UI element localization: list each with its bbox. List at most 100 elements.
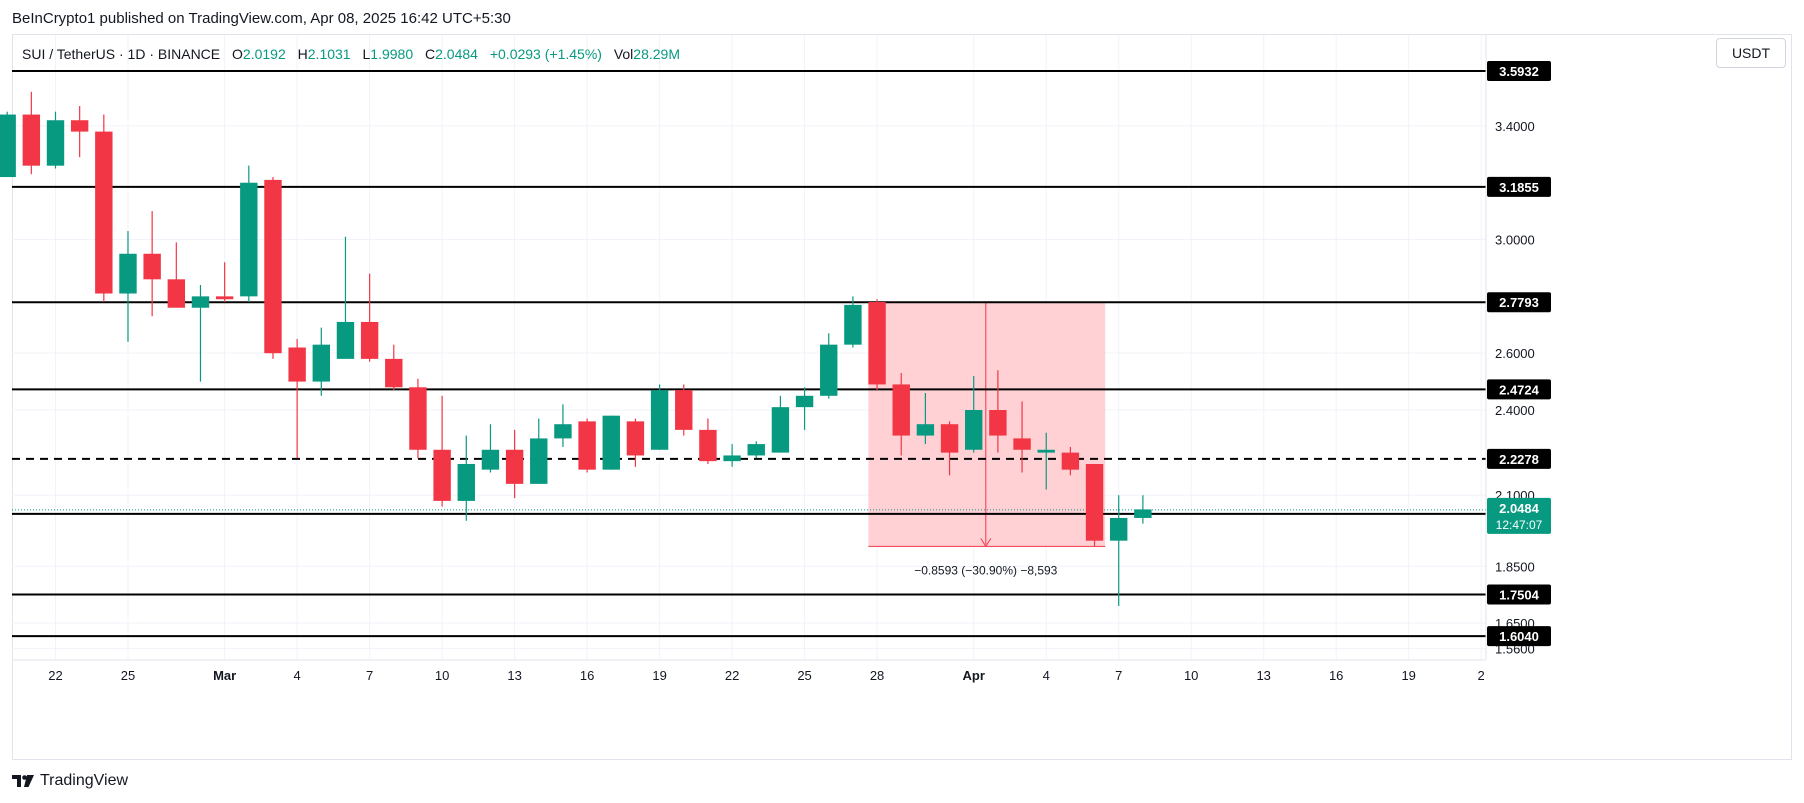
candle-body xyxy=(1037,449,1055,453)
countdown-label: 12:47:07 xyxy=(1496,518,1543,532)
level-label-box xyxy=(1487,379,1551,400)
measure-label: −0.8593 (−30.90%) −8,593 xyxy=(914,563,1057,577)
y-tick-label: 3.0000 xyxy=(1495,233,1535,248)
candle-body xyxy=(481,449,500,470)
candle-body xyxy=(1013,438,1031,450)
x-tick-label: 19 xyxy=(1401,668,1415,683)
price-labels: 3.59323.18552.77932.47242.22782.03421.75… xyxy=(1487,61,1551,647)
close-label: C xyxy=(425,46,436,62)
candle-body xyxy=(626,421,645,456)
candle-body xyxy=(747,444,765,456)
candle-body xyxy=(240,182,258,297)
candle-body xyxy=(1061,452,1080,470)
candle-body xyxy=(868,302,886,385)
x-tick-label: 22 xyxy=(48,668,62,683)
open-label: O xyxy=(232,46,243,62)
candle-body xyxy=(336,321,355,359)
candle-body xyxy=(360,321,379,359)
candle-body xyxy=(457,463,475,501)
candle-body xyxy=(602,415,620,470)
level-label-box xyxy=(1487,626,1551,647)
candle-body xyxy=(264,179,282,354)
x-tick-label: 7 xyxy=(1115,668,1122,683)
low-value: 1.9980 xyxy=(370,46,414,62)
x-tick-label: 13 xyxy=(1256,668,1270,683)
candle-body xyxy=(699,429,717,462)
candle-body xyxy=(940,424,959,453)
level-label-box xyxy=(1487,584,1551,605)
candle-body xyxy=(385,358,403,388)
candle-body xyxy=(433,449,451,501)
candle-body xyxy=(723,455,741,462)
x-tick-label: 13 xyxy=(507,668,521,683)
low-label: L xyxy=(362,46,371,62)
x-tick-label: 22 xyxy=(725,668,739,683)
candle-body xyxy=(1085,463,1104,541)
level-label: 2.2278 xyxy=(1499,452,1539,467)
measure-zone: −0.8593 (−30.90%) −8,593 xyxy=(868,302,1106,577)
level-label: 3.5932 xyxy=(1499,64,1539,79)
candle-body xyxy=(167,279,186,308)
change-value: +0.0293 (+1.45%) xyxy=(489,46,602,62)
level-label: 1.7504 xyxy=(1499,588,1540,603)
x-tick-label: 16 xyxy=(1329,668,1343,683)
candle-body xyxy=(191,296,210,308)
tradingview-logo[interactable]: TradingView xyxy=(12,772,128,790)
x-tick-label: 4 xyxy=(1043,668,1050,683)
candle-body xyxy=(844,304,862,345)
candle-body xyxy=(215,296,234,300)
level-label-box xyxy=(1487,61,1551,82)
candle-body xyxy=(989,410,1007,436)
axes: 3.40003.00002.60002.40002.10001.85001.65… xyxy=(12,35,1535,683)
x-tick-label: 10 xyxy=(1184,668,1198,683)
level-label: 2.7793 xyxy=(1499,295,1539,310)
x-tick-label: 25 xyxy=(797,668,811,683)
candle-body xyxy=(95,131,113,294)
level-label: 1.6040 xyxy=(1499,629,1539,644)
candle-body xyxy=(554,424,572,439)
y-tick-label: 2.4000 xyxy=(1495,403,1535,418)
published-caption: BeInCrypto1 published on TradingView.com… xyxy=(12,10,511,27)
y-tick-label: 1.8500 xyxy=(1495,559,1535,574)
candle-body xyxy=(530,438,548,484)
candle-body xyxy=(288,347,306,382)
level-label: 3.1855 xyxy=(1499,180,1539,195)
candle-body xyxy=(965,410,983,450)
candle-body xyxy=(916,424,935,436)
volume-label: Vol xyxy=(613,46,634,62)
candle-body xyxy=(675,390,693,430)
candle-body xyxy=(70,120,89,132)
level-label-box xyxy=(1487,292,1551,313)
candle-body xyxy=(143,253,161,280)
x-tick-label: Apr xyxy=(963,668,985,683)
candle-body xyxy=(650,390,669,450)
currency-button[interactable]: USDT xyxy=(1716,38,1786,68)
chart-frame xyxy=(12,34,1792,760)
open-value: 2.0192 xyxy=(242,46,286,62)
volume-value: 28.29M xyxy=(633,46,680,62)
x-tick-label: 4 xyxy=(294,668,301,683)
grid-lines xyxy=(12,35,1486,660)
level-label-box xyxy=(1487,176,1551,197)
candle-body xyxy=(409,387,427,450)
candle-body xyxy=(578,421,596,470)
current-price-box xyxy=(1487,497,1551,534)
x-tick-label: 19 xyxy=(652,668,666,683)
candle-body xyxy=(312,344,330,382)
x-tick-label: 10 xyxy=(435,668,449,683)
ohlc-legend: SUI / TetherUS · 1D · BINANCE O2.0192 H2… xyxy=(22,46,680,62)
level-label: 2.4724 xyxy=(1499,382,1540,397)
candle-body xyxy=(795,395,814,408)
candle-body xyxy=(505,449,524,484)
x-tick-label: 16 xyxy=(580,668,594,683)
candle-body xyxy=(46,120,65,166)
horizontal-levels xyxy=(12,70,1486,638)
symbol-title[interactable]: SUI / TetherUS · 1D · BINANCE xyxy=(22,46,221,62)
candle-body xyxy=(22,114,41,166)
x-tick-label: 7 xyxy=(366,668,373,683)
tradingview-logo-icon xyxy=(12,775,34,787)
x-tick-label: 28 xyxy=(870,668,884,683)
high-value: 2.1031 xyxy=(307,46,351,62)
candle-body xyxy=(892,384,910,436)
